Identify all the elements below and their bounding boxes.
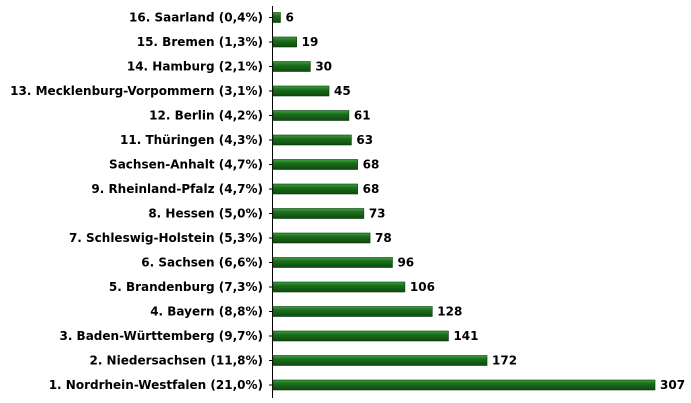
- category-label: 4. Bayern (8,8%): [150, 305, 263, 319]
- value-label: 78: [375, 231, 392, 245]
- category-label: 3. Baden-Württemberg (9,7%): [59, 329, 263, 343]
- category-label: 14. Hamburg (2,1%): [127, 60, 263, 74]
- bar: [272, 36, 297, 48]
- value-label: 128: [437, 305, 462, 319]
- value-label: 141: [453, 329, 478, 343]
- category-label: 13. Mecklenburg-Vorpommern (3,1%): [10, 84, 263, 98]
- value-label: 68: [363, 182, 380, 196]
- category-label: 5. Brandenburg (7,3%): [109, 280, 263, 294]
- bar: [272, 330, 449, 342]
- value-label: 172: [492, 354, 517, 368]
- bar: [272, 281, 406, 293]
- value-label: 30: [315, 60, 332, 74]
- bar: [272, 306, 433, 317]
- value-label: 6: [285, 11, 293, 25]
- bar: [272, 61, 311, 72]
- value-label: 63: [356, 133, 373, 147]
- category-label: 9. Rheinland-Pfalz (4,7%): [91, 182, 263, 196]
- bar: [272, 183, 358, 195]
- bar: [272, 134, 352, 146]
- bar: [272, 208, 365, 219]
- category-label: 8. Hessen (5,0%): [148, 207, 263, 221]
- category-label: 2. Niedersachsen (11,8%): [89, 354, 263, 368]
- bar: [272, 257, 393, 268]
- bar: [272, 110, 350, 121]
- value-label: 68: [363, 158, 380, 172]
- category-label: 11. Thüringen (4,3%): [120, 133, 263, 147]
- bar: [272, 232, 371, 244]
- value-label: 106: [410, 280, 435, 294]
- value-label: 73: [369, 207, 386, 221]
- value-label: 96: [397, 256, 414, 270]
- value-label: 307: [660, 378, 685, 392]
- category-label: 1. Nordrhein-Westfalen (21,0%): [49, 378, 263, 392]
- category-label: Sachsen-Anhalt (4,7%): [109, 158, 263, 172]
- bar: [272, 379, 656, 391]
- value-label: 61: [354, 109, 371, 123]
- category-label: 16. Saarland (0,4%): [129, 11, 263, 25]
- category-label: 15. Bremen (1,3%): [137, 35, 263, 49]
- bar: [272, 355, 488, 366]
- value-label: 45: [334, 84, 351, 98]
- bar: [272, 12, 281, 23]
- category-label: 6. Sachsen (6,6%): [141, 256, 263, 270]
- category-label: 7. Schleswig-Holstein (5,3%): [69, 231, 263, 245]
- value-label: 19: [302, 35, 319, 49]
- bar: [272, 85, 330, 97]
- bar: [272, 159, 358, 170]
- category-label: 12. Berlin (4,2%): [149, 109, 263, 123]
